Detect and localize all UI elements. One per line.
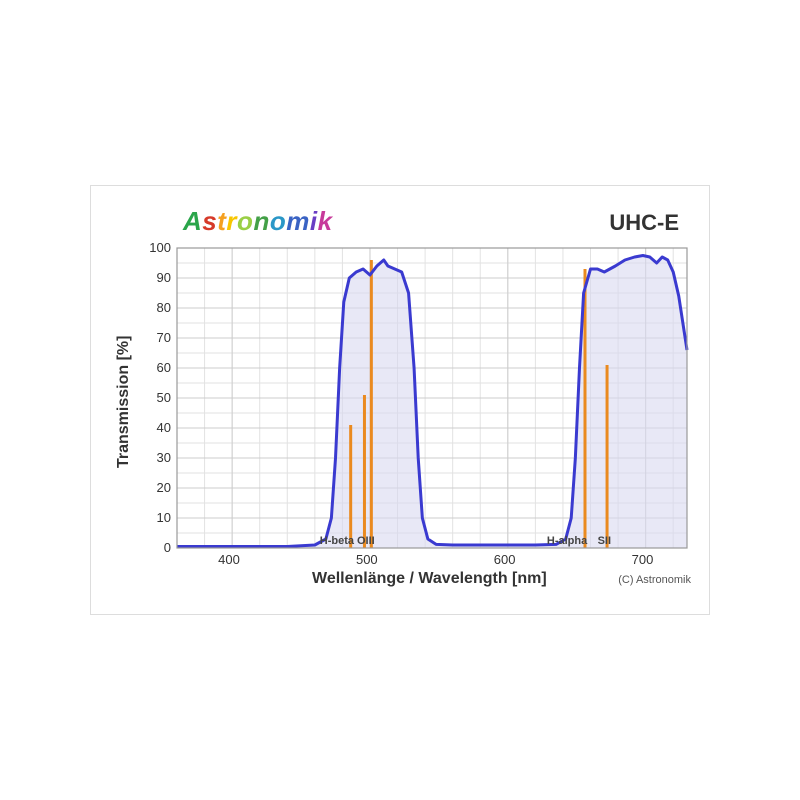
x-tick-label: 400 bbox=[218, 552, 240, 567]
y-tick-label: 90 bbox=[137, 270, 171, 285]
y-tick-label: 0 bbox=[137, 540, 171, 555]
page-container: Astronomik UHC-E H-betaOIIIH-alphaSII Tr… bbox=[0, 0, 800, 800]
x-tick-label: 700 bbox=[632, 552, 654, 567]
y-tick-label: 70 bbox=[137, 330, 171, 345]
svg-text:H-beta: H-beta bbox=[320, 535, 355, 547]
svg-text:SII: SII bbox=[598, 535, 611, 547]
svg-text:H-alpha: H-alpha bbox=[547, 535, 588, 547]
y-tick-label: 60 bbox=[137, 360, 171, 375]
y-tick-label: 20 bbox=[137, 480, 171, 495]
y-tick-label: 80 bbox=[137, 300, 171, 315]
y-tick-label: 100 bbox=[137, 240, 171, 255]
copyright-text: (C) Astronomik bbox=[618, 574, 691, 586]
x-tick-label: 600 bbox=[494, 552, 516, 567]
y-tick-label: 50 bbox=[137, 390, 171, 405]
y-tick-label: 40 bbox=[137, 420, 171, 435]
y-tick-label: 10 bbox=[137, 510, 171, 525]
y-axis-label: Transmission [%] bbox=[115, 336, 133, 468]
y-tick-label: 30 bbox=[137, 450, 171, 465]
svg-text:OIII: OIII bbox=[357, 535, 375, 547]
x-tick-label: 500 bbox=[356, 552, 378, 567]
chart-card: Astronomik UHC-E H-betaOIIIH-alphaSII Tr… bbox=[90, 185, 710, 615]
x-axis-label: Wellenlänge / Wavelength [nm] bbox=[312, 570, 547, 588]
